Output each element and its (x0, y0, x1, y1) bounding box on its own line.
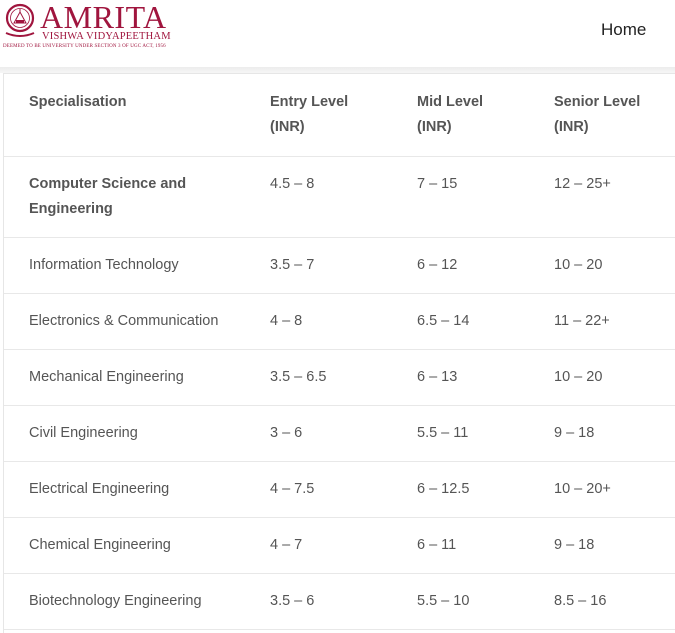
column-header-senior-level: Senior Level (INR) (554, 74, 675, 157)
cell-entry: 3 – 6 (270, 405, 417, 462)
cell-senior: 10 – 20 (554, 237, 675, 294)
table-row: Biotechnology Engineering 3.5 – 6 5.5 – … (4, 573, 675, 630)
cell-entry: 4 – 8 (270, 293, 417, 350)
header-divider (0, 67, 675, 73)
logo-tagline: DEEMED TO BE UNIVERSITY UNDER SECTION 3 … (3, 44, 166, 49)
cell-specialisation: Biotechnology Engineering (4, 573, 270, 630)
logo-subtitle: VISHWA VIDYAPEETHAM (42, 31, 171, 42)
column-header-specialisation: Specialisation (4, 74, 270, 157)
salary-table-panel: Specialisation Entry Level (INR) Mid Lev… (3, 73, 675, 633)
table-row: Civil Engineering 3 – 6 5.5 – 11 9 – 18 (4, 405, 675, 462)
logo-wordmark: AMRITA (40, 0, 167, 35)
table-header-row: Specialisation Entry Level (INR) Mid Lev… (4, 74, 675, 157)
cell-mid: 6 – 11 (417, 517, 554, 574)
cell-entry: 4 – 7 (270, 517, 417, 574)
amrita-logo[interactable]: AMRITA VISHWA VIDYAPEETHAM DEEMED TO BE … (3, 0, 183, 51)
cell-entry: 4.5 – 8 (270, 156, 417, 238)
cell-mid: 6.5 – 14 (417, 293, 554, 350)
cell-mid: 5.5 – 11 (417, 405, 554, 462)
salary-table: Specialisation Entry Level (INR) Mid Lev… (4, 74, 675, 630)
cell-specialisation: Chemical Engineering (4, 517, 270, 574)
cell-entry: 3.5 – 6.5 (270, 349, 417, 406)
university-emblem-icon (5, 3, 35, 37)
column-header-entry-level: Entry Level (INR) (270, 74, 417, 157)
cell-senior: 8.5 – 16 (554, 573, 675, 630)
cell-senior: 10 – 20+ (554, 461, 675, 518)
cell-senior: 9 – 18 (554, 405, 675, 462)
cell-mid: 5.5 – 10 (417, 573, 554, 630)
table-row: Chemical Engineering 4 – 7 6 – 11 9 – 18 (4, 517, 675, 574)
cell-mid: 6 – 12 (417, 237, 554, 294)
table-row: Information Technology 3.5 – 7 6 – 12 10… (4, 237, 675, 294)
cell-entry: 3.5 – 6 (270, 573, 417, 630)
cell-mid: 6 – 12.5 (417, 461, 554, 518)
nav-home-link[interactable]: Home (601, 20, 647, 39)
cell-senior: 10 – 20 (554, 349, 675, 406)
cell-specialisation: Electronics & Communication (4, 293, 270, 350)
table-row: Computer Science and Engineering 4.5 – 8… (4, 156, 675, 238)
cell-senior: 12 – 25+ (554, 156, 675, 238)
table-row: Electrical Engineering 4 – 7.5 6 – 12.5 … (4, 461, 675, 518)
cell-mid: 6 – 13 (417, 349, 554, 406)
cell-senior: 11 – 22+ (554, 293, 675, 350)
cell-entry: 4 – 7.5 (270, 461, 417, 518)
table-row: Mechanical Engineering 3.5 – 6.5 6 – 13 … (4, 349, 675, 406)
site-header: AMRITA VISHWA VIDYAPEETHAM DEEMED TO BE … (0, 0, 675, 67)
column-header-mid-level: Mid Level (INR) (417, 74, 554, 157)
cell-entry: 3.5 – 7 (270, 237, 417, 294)
cell-specialisation: Computer Science and Engineering (4, 156, 270, 238)
cell-specialisation: Electrical Engineering (4, 461, 270, 518)
cell-specialisation: Information Technology (4, 237, 270, 294)
cell-specialisation: Mechanical Engineering (4, 349, 270, 406)
table-row: Electronics & Communication 4 – 8 6.5 – … (4, 293, 675, 350)
cell-senior: 9 – 18 (554, 517, 675, 574)
cell-mid: 7 – 15 (417, 156, 554, 238)
cell-specialisation: Civil Engineering (4, 405, 270, 462)
